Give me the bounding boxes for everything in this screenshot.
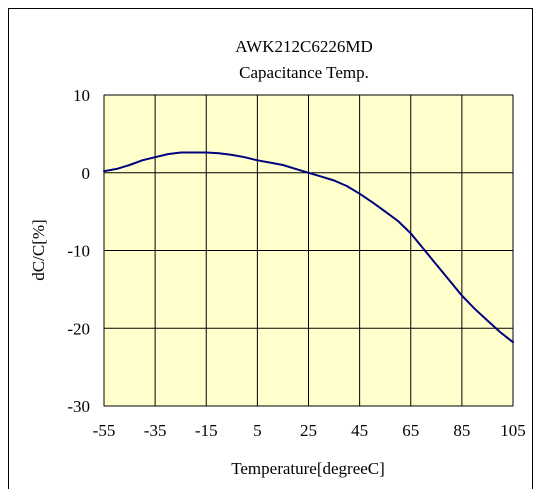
- x-tick-label: 45: [351, 421, 368, 440]
- x-tick-label: 105: [500, 421, 526, 440]
- chart-subtitle: Capacitance Temp.: [239, 63, 369, 82]
- series-layer: [103, 151, 514, 344]
- grid-lines: [103, 94, 514, 407]
- chart-title: AWK212C6226MD: [235, 37, 372, 56]
- x-tick-label: -15: [195, 421, 218, 440]
- y-tick-label: -10: [67, 242, 90, 261]
- y-tick-label: 10: [73, 86, 90, 105]
- x-tick-label: 5: [253, 421, 262, 440]
- x-tick-label: 65: [402, 421, 419, 440]
- x-tick-label: 25: [300, 421, 317, 440]
- x-tick-labels: -55 -35 -15 5 25 45 65 85 105: [93, 421, 526, 440]
- x-tick-label: -35: [144, 421, 167, 440]
- x-tick-label: 85: [453, 421, 470, 440]
- y-tick-label: 0: [82, 164, 91, 183]
- x-axis-label: Temperature[degreeC]: [231, 459, 385, 478]
- y-tick-label: -20: [67, 319, 90, 338]
- x-tick-label: -55: [93, 421, 116, 440]
- y-tick-labels: 10 0 -10 -20 -30: [67, 86, 90, 416]
- series-line: [103, 151, 514, 344]
- y-axis-label: dC/C[%]: [29, 219, 48, 280]
- y-tick-label: -30: [67, 397, 90, 416]
